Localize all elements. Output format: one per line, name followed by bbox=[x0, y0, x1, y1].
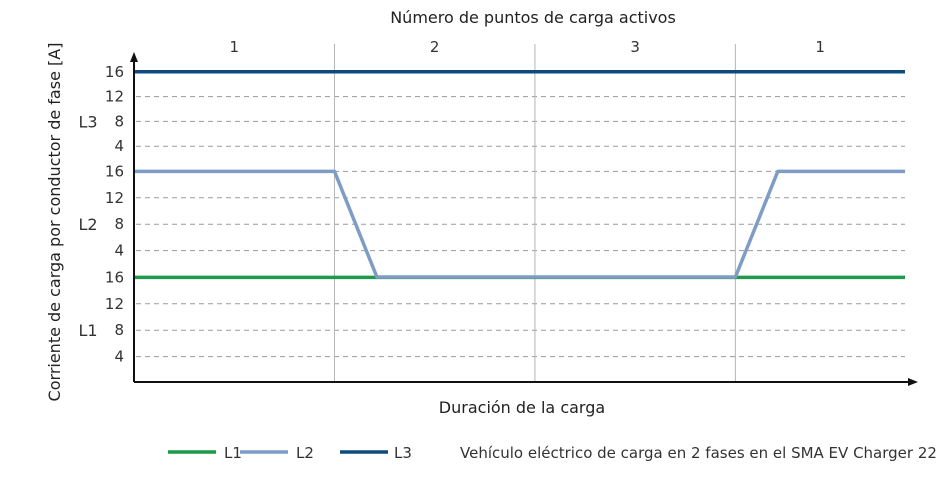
y-tick-label: 8 bbox=[114, 215, 124, 233]
x-axis-arrow bbox=[908, 378, 918, 386]
legend: L1 L2 L3 Vehículo eléctrico de carga en … bbox=[168, 444, 937, 462]
top-axis-title: Número de puntos de carga activos bbox=[390, 8, 676, 27]
y-tick-label: 4 bbox=[114, 137, 124, 155]
segment-count-label: 3 bbox=[630, 38, 640, 56]
x-axis-label: Duración de la carga bbox=[439, 398, 605, 417]
y-tick-label: 8 bbox=[114, 112, 124, 130]
y-axis-label: Corriente de carga por conductor de fase… bbox=[45, 43, 64, 402]
band-label-l2: L2 bbox=[78, 215, 97, 234]
segment-count-label: 1 bbox=[815, 38, 825, 56]
y-tick-label: 12 bbox=[105, 295, 124, 313]
band-label-l1: L1 bbox=[78, 321, 97, 340]
legend-note: Vehículo eléctrico de carga en 2 fases e… bbox=[460, 444, 937, 462]
y-tick-label: 16 bbox=[105, 162, 124, 180]
labels: Número de puntos de carga activos Duraci… bbox=[45, 8, 825, 417]
y-tick-label: 16 bbox=[105, 268, 124, 286]
series-line-l2 bbox=[134, 169, 905, 279]
y-tick-label: 8 bbox=[114, 321, 124, 339]
y-tick-label: 16 bbox=[105, 63, 124, 81]
y-tick-label: 4 bbox=[114, 242, 124, 260]
legend-label-l2: L2 bbox=[296, 444, 314, 462]
series-layer bbox=[134, 70, 905, 280]
band-label-l3: L3 bbox=[78, 112, 97, 131]
segment-count-label: 1 bbox=[229, 38, 239, 56]
y-axis-arrow bbox=[130, 52, 138, 62]
segment-count-label: 2 bbox=[430, 38, 440, 56]
legend-label-l1: L1 bbox=[224, 444, 242, 462]
axes bbox=[130, 52, 918, 386]
y-tick-label: 4 bbox=[114, 348, 124, 366]
y-tick-label: 12 bbox=[105, 88, 124, 106]
y-tick-label: 12 bbox=[105, 189, 124, 207]
legend-label-l3: L3 bbox=[394, 444, 412, 462]
grid bbox=[136, 44, 905, 382]
